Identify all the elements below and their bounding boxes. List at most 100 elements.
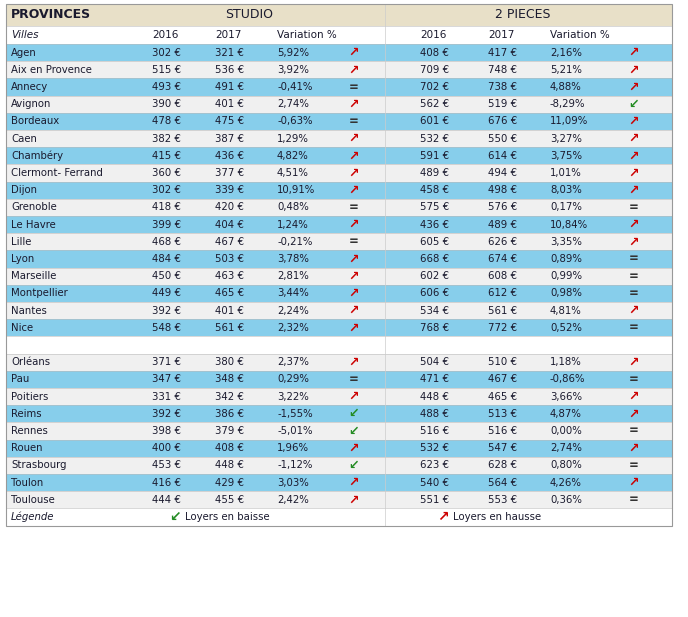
Text: 561 €: 561 € [488, 305, 517, 316]
Text: 448 €: 448 € [420, 392, 449, 402]
Text: 3,03%: 3,03% [277, 478, 309, 487]
Text: 478 €: 478 € [152, 117, 181, 126]
Text: 489 €: 489 € [420, 168, 449, 178]
Text: Nantes: Nantes [11, 305, 47, 316]
Text: 491 €: 491 € [215, 82, 244, 92]
Text: 471 €: 471 € [420, 375, 449, 384]
Text: 360 €: 360 € [152, 168, 181, 178]
Text: 448 €: 448 € [215, 460, 244, 470]
Text: ↗: ↗ [629, 80, 639, 94]
Text: ↙: ↙ [349, 407, 359, 420]
Text: ↗: ↗ [629, 64, 639, 77]
Text: 3,92%: 3,92% [277, 65, 309, 75]
Text: Marseille: Marseille [11, 271, 56, 281]
Text: ↗: ↗ [349, 287, 359, 300]
Text: 444 €: 444 € [152, 495, 181, 505]
Text: 2016: 2016 [420, 30, 447, 40]
Text: 503 €: 503 € [215, 254, 244, 264]
Text: 467 €: 467 € [215, 237, 244, 247]
Text: 536 €: 536 € [215, 65, 244, 75]
Text: 400 €: 400 € [152, 443, 181, 453]
Bar [6, 302, 672, 319]
Bar [6, 181, 672, 199]
Text: 676 €: 676 € [488, 117, 517, 126]
Text: ↗: ↗ [629, 355, 639, 369]
Text: 516 €: 516 € [420, 426, 449, 436]
Text: ↙: ↙ [169, 510, 181, 524]
Text: =: = [349, 115, 359, 128]
Text: 4,87%: 4,87% [550, 409, 582, 419]
Text: Toulon: Toulon [11, 478, 43, 487]
Text: ↗: ↗ [349, 97, 359, 110]
Text: 408 €: 408 € [420, 48, 449, 57]
Text: 8,03%: 8,03% [550, 185, 582, 195]
Bar [6, 26, 672, 44]
Text: ↗: ↗ [349, 218, 359, 231]
Bar [6, 113, 672, 130]
Text: =: = [349, 80, 359, 94]
Text: STUDIO: STUDIO [225, 9, 273, 22]
Text: 398 €: 398 € [152, 426, 181, 436]
Text: ↙: ↙ [349, 424, 359, 437]
Text: 548 €: 548 € [152, 323, 181, 333]
Text: ↗: ↗ [349, 442, 359, 455]
Text: 608 €: 608 € [488, 271, 517, 281]
Text: 494 €: 494 € [488, 168, 517, 178]
Text: 1,96%: 1,96% [277, 443, 309, 453]
Text: ↗: ↗ [629, 407, 639, 420]
Text: 550 €: 550 € [488, 134, 517, 144]
Text: 0,98%: 0,98% [550, 288, 582, 299]
Text: 0,36%: 0,36% [550, 495, 582, 505]
Text: Nice: Nice [11, 323, 33, 333]
Text: 401 €: 401 € [215, 305, 244, 316]
Text: Strasbourg: Strasbourg [11, 460, 67, 470]
Bar [6, 251, 672, 268]
Text: 515 €: 515 € [152, 65, 181, 75]
Text: ↗: ↗ [349, 355, 359, 369]
Text: ↗: ↗ [629, 46, 639, 59]
Text: 380 €: 380 € [215, 357, 244, 367]
Text: ↗: ↗ [629, 184, 639, 197]
Text: 591 €: 591 € [420, 151, 449, 161]
Text: 498 €: 498 € [488, 185, 517, 195]
Text: ↗: ↗ [629, 149, 639, 162]
Text: -0,21%: -0,21% [277, 237, 312, 247]
Text: 379 €: 379 € [215, 426, 244, 436]
Text: Avignon: Avignon [11, 99, 52, 109]
Text: 561 €: 561 € [215, 323, 244, 333]
Bar [6, 405, 672, 423]
Text: Variation %: Variation % [550, 30, 610, 40]
Text: Variation %: Variation % [277, 30, 336, 40]
Text: Loyers en hausse: Loyers en hausse [453, 512, 541, 522]
Text: ↗: ↗ [349, 304, 359, 317]
Text: 532 €: 532 € [420, 134, 449, 144]
Text: =: = [629, 201, 639, 214]
Text: 709 €: 709 € [420, 65, 449, 75]
Text: 449 €: 449 € [152, 288, 181, 299]
Text: =: = [629, 321, 639, 334]
Bar [6, 319, 672, 336]
Text: 416 €: 416 € [152, 478, 181, 487]
Text: 628 €: 628 € [488, 460, 517, 470]
Bar [6, 216, 672, 233]
Text: 458 €: 458 € [420, 185, 449, 195]
Text: 377 €: 377 € [215, 168, 244, 178]
Text: 468 €: 468 € [152, 237, 181, 247]
Text: Toulouse: Toulouse [11, 495, 55, 505]
Text: ↗: ↗ [629, 167, 639, 180]
Bar [6, 457, 672, 474]
Text: 453 €: 453 € [152, 460, 181, 470]
Text: 551 €: 551 € [420, 495, 449, 505]
Text: 387 €: 387 € [215, 134, 244, 144]
Text: 0,99%: 0,99% [550, 271, 582, 281]
Text: 347 €: 347 € [152, 375, 181, 384]
Text: 484 €: 484 € [152, 254, 181, 264]
Text: 2017: 2017 [215, 30, 241, 40]
Text: 1,29%: 1,29% [277, 134, 309, 144]
Text: 418 €: 418 € [152, 202, 181, 212]
Text: -0,41%: -0,41% [277, 82, 312, 92]
Text: =: = [629, 459, 639, 472]
Text: ↗: ↗ [349, 46, 359, 59]
Text: 4,82%: 4,82% [277, 151, 309, 161]
Text: 493 €: 493 € [152, 82, 181, 92]
